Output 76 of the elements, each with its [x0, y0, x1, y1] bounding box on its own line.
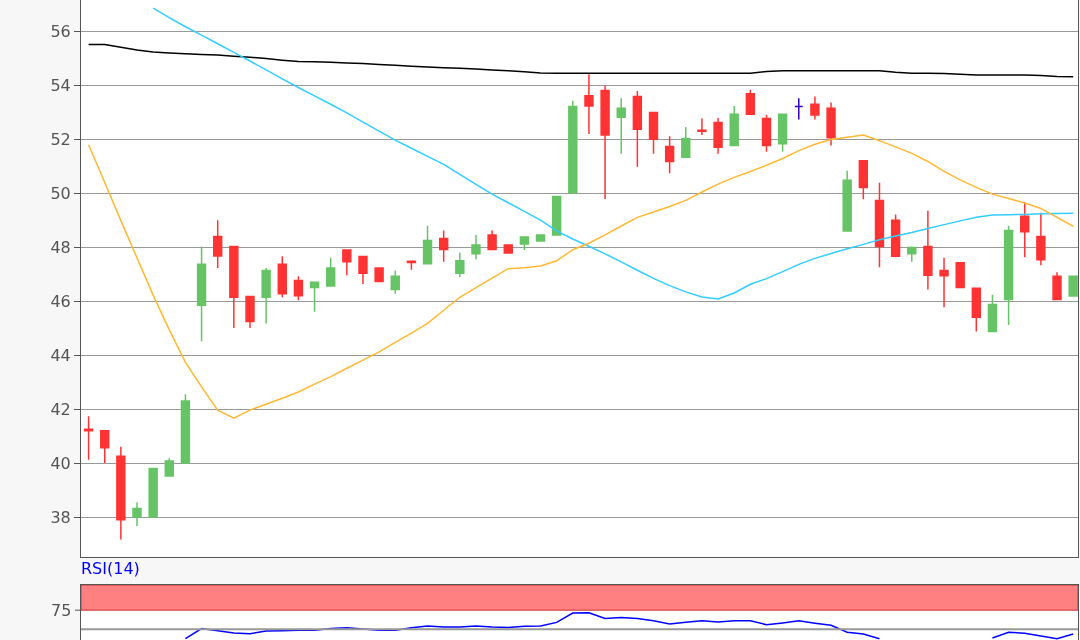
candlestick — [890, 213, 901, 259]
candlestick — [971, 287, 982, 333]
candlestick — [503, 244, 513, 254]
band-label: 75 — [51, 601, 72, 620]
candlestick — [309, 281, 320, 313]
candlestick — [584, 73, 594, 135]
candlestick — [83, 415, 94, 461]
y-tick-label: 44 — [50, 345, 71, 365]
candlestick — [213, 219, 223, 269]
candlestick — [277, 255, 287, 299]
candlestick — [907, 245, 917, 263]
candlestick — [648, 111, 659, 155]
candlestick — [794, 97, 804, 121]
candlestick — [761, 114, 772, 153]
candlestick — [422, 224, 433, 265]
candlestick — [923, 210, 933, 291]
line-series — [87, 134, 1074, 419]
candlestick — [842, 169, 852, 232]
y-tick-label: 56 — [50, 21, 71, 41]
candlestick — [180, 393, 191, 464]
candlestick — [261, 267, 271, 325]
candlestick — [535, 234, 546, 242]
candlestick — [681, 126, 691, 158]
candlestick — [455, 251, 465, 278]
candlestick — [471, 234, 481, 260]
candlestick — [600, 85, 610, 200]
candlestick — [100, 429, 110, 464]
candlestick — [1036, 212, 1046, 266]
candlestick — [713, 117, 723, 155]
candlestick — [1003, 224, 1014, 326]
candlestick — [342, 249, 352, 276]
line-series — [152, 7, 1074, 300]
y-tick-label: 46 — [50, 291, 71, 311]
candlestick — [616, 97, 626, 155]
candlestick — [519, 236, 530, 251]
candlestick — [229, 245, 239, 329]
candlestick — [697, 117, 707, 136]
candlestick — [664, 135, 675, 175]
candlestick — [826, 101, 836, 147]
candlestick — [987, 294, 998, 333]
candlestick — [196, 245, 207, 343]
candlestick — [132, 501, 142, 527]
candlestick — [374, 267, 384, 283]
candlestick — [810, 95, 820, 121]
candlestick — [858, 159, 869, 201]
y-tick-label: 42 — [50, 399, 71, 419]
y-tick-label: 40 — [50, 453, 71, 473]
candlestick — [777, 113, 788, 153]
y-tick-label: 52 — [50, 129, 71, 149]
candlestick — [390, 269, 400, 295]
candlestick — [632, 90, 643, 168]
chart-title: RSI(14) — [81, 559, 140, 579]
candlestick — [245, 295, 255, 329]
candlestick — [745, 88, 756, 115]
y-tick-label: 50 — [50, 183, 71, 203]
candlestick — [1068, 275, 1078, 297]
candlestick — [293, 275, 304, 301]
candlestick — [487, 229, 497, 251]
candlestick — [729, 105, 739, 147]
candlestick — [325, 257, 336, 287]
y-tick-label: 54 — [50, 75, 71, 95]
candlestick — [568, 99, 578, 194]
candlestick — [164, 457, 174, 477]
candlestick — [116, 446, 126, 541]
candlestick — [939, 257, 949, 308]
candlestick — [955, 261, 965, 289]
candlestick — [148, 467, 158, 518]
candlestick — [551, 195, 562, 236]
candlestick — [874, 182, 885, 269]
y-tick-label: 48 — [50, 237, 71, 257]
candlestick — [438, 229, 449, 263]
candlestick — [358, 255, 368, 285]
candlestick — [1020, 201, 1030, 259]
candlestick — [1052, 271, 1062, 301]
y-tick-label: 38 — [50, 507, 71, 527]
line-series — [87, 43, 1074, 78]
